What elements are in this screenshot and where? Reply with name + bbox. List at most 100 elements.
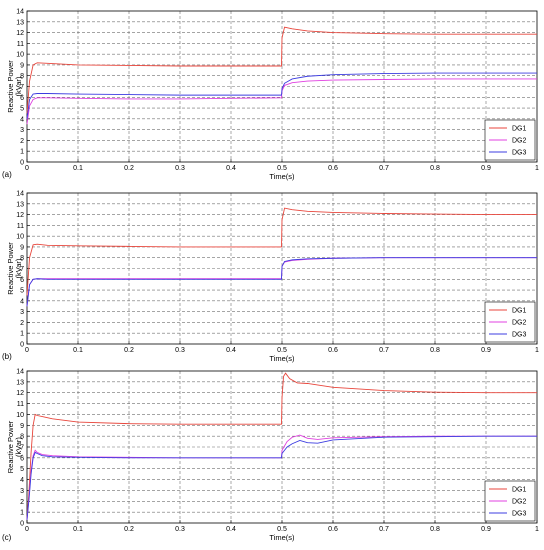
x-tick-label: 0.2 bbox=[124, 526, 134, 533]
y-tick-label: 11 bbox=[17, 223, 24, 230]
x-tick-label: 0 bbox=[25, 347, 29, 354]
y-tick-label: 5 bbox=[20, 288, 24, 295]
x-tick-label: 0.8 bbox=[430, 347, 440, 354]
y-tick-label: 11 bbox=[17, 41, 24, 48]
legend-label-dg2: DG2 bbox=[512, 320, 527, 327]
y-tick-label: 9 bbox=[20, 244, 24, 251]
x-tick-label: 1 bbox=[535, 347, 539, 354]
x-tick-label: 0.2 bbox=[124, 165, 134, 172]
y-tick-label: 3 bbox=[20, 309, 24, 316]
y-tick-label: 13 bbox=[16, 379, 24, 386]
y-tick-label: 14 bbox=[16, 9, 24, 16]
series-line-dg3 bbox=[26, 435, 537, 520]
y-tick-label: 0 bbox=[20, 342, 24, 349]
y-axis-unit: (kVar) bbox=[14, 258, 23, 278]
y-axis-label: Reactive Power bbox=[6, 60, 15, 113]
y-tick-label: 12 bbox=[16, 212, 24, 219]
y-tick-label: 6 bbox=[20, 455, 24, 462]
x-tick-label: 0.8 bbox=[430, 526, 440, 533]
x-tick-label: 0.6 bbox=[328, 347, 338, 354]
y-tick-label: 4 bbox=[20, 298, 24, 305]
legend-label-dg1: DG1 bbox=[512, 487, 527, 494]
y-tick-label: 5 bbox=[20, 466, 24, 473]
y-tick-label: 8 bbox=[20, 73, 24, 80]
x-tick-label: 0.3 bbox=[175, 526, 185, 533]
y-axis-unit: (kVar) bbox=[14, 437, 23, 457]
y-tick-label: 4 bbox=[20, 477, 24, 484]
series-line-dg3 bbox=[26, 72, 537, 119]
y-tick-label: 0 bbox=[20, 160, 24, 167]
y-tick-label: 11 bbox=[17, 401, 24, 408]
chart-panel-3: 0 0.1 0.2 0.3 0.4 0.5 0.6 0.7 0.8 0.9 101234567891… bbox=[2, 369, 539, 543]
y-tick-label: 10 bbox=[16, 412, 24, 419]
y-tick-label: 9 bbox=[20, 62, 24, 69]
y-tick-label: 1 bbox=[20, 510, 24, 517]
x-tick-label: 0.3 bbox=[175, 347, 185, 354]
x-tick-label: 0.2 bbox=[124, 347, 134, 354]
x-tick-label: 0.8 bbox=[430, 165, 440, 172]
y-tick-label: 6 bbox=[20, 277, 24, 284]
y-tick-label: 7 bbox=[20, 84, 24, 91]
x-tick-label: 0.7 bbox=[379, 347, 389, 354]
y-tick-label: 14 bbox=[16, 369, 24, 376]
y-tick-label: 1 bbox=[20, 331, 24, 338]
y-tick-label: 5 bbox=[20, 106, 24, 113]
y-tick-label: 2 bbox=[20, 499, 24, 506]
legend-label-dg3: DG3 bbox=[512, 150, 527, 157]
x-tick-label: 0.4 bbox=[226, 165, 236, 172]
y-tick-label: 7 bbox=[20, 445, 24, 452]
y-tick-label: 3 bbox=[20, 488, 24, 495]
y-axis-label: Reactive Power bbox=[6, 420, 15, 473]
x-tick-label: 0.9 bbox=[481, 347, 491, 354]
y-tick-label: 12 bbox=[16, 390, 24, 397]
x-tick-label: 0 bbox=[25, 165, 29, 172]
x-tick-label: 0.5 bbox=[277, 347, 287, 354]
y-tick-label: 8 bbox=[20, 434, 24, 441]
x-tick-label: 0.5 bbox=[277, 526, 287, 533]
y-axis-label: Reactive Power bbox=[6, 242, 15, 295]
series-line-dg3 bbox=[26, 257, 537, 307]
y-tick-label: 14 bbox=[16, 191, 24, 198]
x-tick-label: 0.1 bbox=[73, 165, 83, 172]
legend-label-dg3: DG3 bbox=[512, 511, 527, 518]
x-tick-label: 0.5 bbox=[277, 165, 287, 172]
x-tick-label: 0.9 bbox=[481, 165, 491, 172]
series-line-dg1 bbox=[26, 207, 537, 296]
panel-letter: (b) bbox=[2, 352, 12, 361]
x-tick-label: 0.4 bbox=[226, 347, 236, 354]
x-tick-label: 1 bbox=[535, 165, 539, 172]
series-line-dg2 bbox=[26, 78, 537, 125]
x-tick-label: 0.9 bbox=[481, 526, 491, 533]
y-tick-label: 8 bbox=[20, 255, 24, 262]
chart-panel-1: 0 0.1 0.2 0.3 0.4 0.5 0.6 0.7 0.8 0.9 101234567891… bbox=[2, 9, 539, 182]
x-tick-label: 0.1 bbox=[73, 526, 83, 533]
y-tick-label: 2 bbox=[20, 320, 24, 327]
y-tick-label: 13 bbox=[16, 201, 24, 208]
x-tick-label: 0.4 bbox=[226, 526, 236, 533]
x-tick-label: 0.7 bbox=[379, 165, 389, 172]
series-line-dg1 bbox=[26, 26, 537, 114]
x-tick-label: 0.6 bbox=[328, 165, 338, 172]
y-tick-label: 7 bbox=[20, 266, 24, 273]
y-tick-label: 0 bbox=[20, 521, 24, 528]
panel-letter: (c) bbox=[2, 533, 12, 542]
legend-label-dg2: DG2 bbox=[512, 138, 527, 145]
legend-label-dg2: DG2 bbox=[512, 499, 527, 506]
panel-letter: (a) bbox=[2, 170, 12, 179]
y-tick-label: 10 bbox=[16, 52, 24, 59]
legend-label-dg3: DG3 bbox=[512, 332, 527, 339]
legend-label-dg1: DG1 bbox=[512, 126, 527, 133]
y-tick-label: 13 bbox=[16, 19, 24, 26]
y-tick-label: 12 bbox=[16, 30, 24, 37]
y-tick-label: 10 bbox=[16, 234, 24, 241]
x-tick-label: 0.3 bbox=[175, 165, 185, 172]
x-axis-label: Time(s) bbox=[269, 533, 295, 542]
y-tick-label: 9 bbox=[20, 423, 24, 430]
x-axis-label: Time(s) bbox=[269, 354, 295, 363]
x-tick-label: 0 bbox=[25, 526, 29, 533]
y-axis-unit: (kVar) bbox=[14, 76, 23, 96]
x-tick-label: 1 bbox=[535, 526, 539, 533]
y-tick-label: 4 bbox=[20, 116, 24, 123]
x-tick-label: 0.7 bbox=[379, 526, 389, 533]
